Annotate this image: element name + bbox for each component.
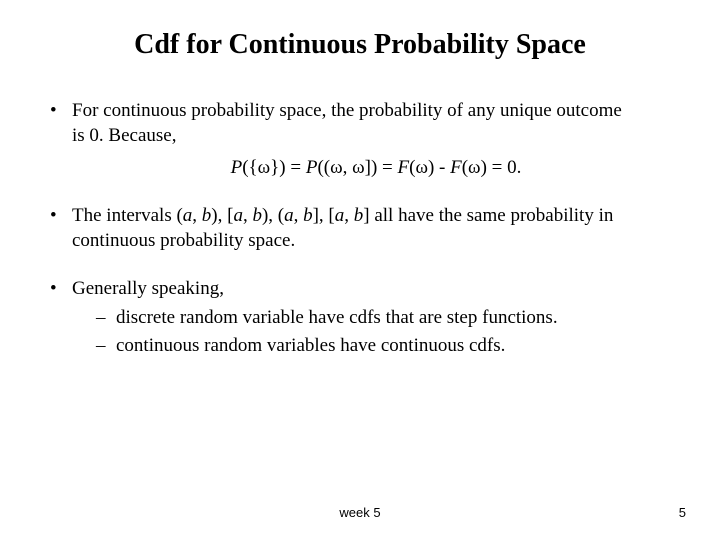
bullet1-line1: For continuous probability space, the pr… xyxy=(72,100,622,121)
bullet1-line2: is 0. Because, xyxy=(72,125,176,146)
sub-item-1: discrete random variable have cdfs that … xyxy=(96,305,680,331)
bullet-item-1: For continuous probability space, the pr… xyxy=(48,98,680,181)
footer-center: week 5 xyxy=(0,505,720,520)
sub-item-2: continuous random variables have continu… xyxy=(96,333,680,359)
bullet3-lead: Generally speaking, xyxy=(72,278,224,299)
bullet-list: For continuous probability space, the pr… xyxy=(40,98,680,359)
slide-title: Cdf for Continuous Probability Space xyxy=(40,28,680,62)
bullet-item-2: The intervals (a, b), [a, b), (a, b], [a… xyxy=(48,203,680,254)
slide: Cdf for Continuous Probability Space For… xyxy=(0,0,720,540)
sub-list: discrete random variable have cdfs that … xyxy=(72,305,680,358)
formula: P({ω}) = P((ω, ω]) = F(ω) - F(ω) = 0. xyxy=(72,155,680,181)
bullet-item-3: Generally speaking, discrete random vari… xyxy=(48,276,680,359)
footer-page-number: 5 xyxy=(679,505,686,520)
